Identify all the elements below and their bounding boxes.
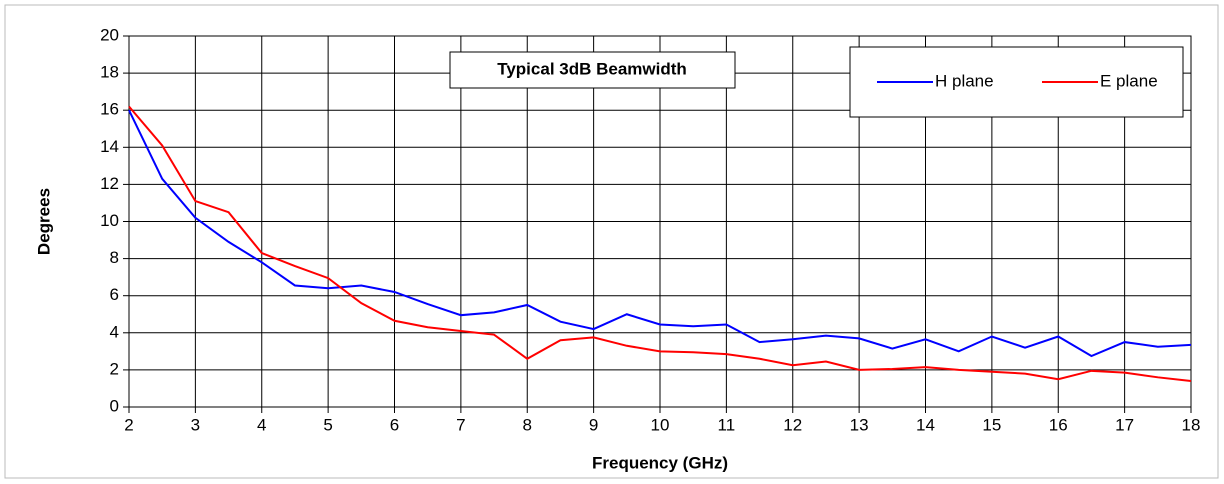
y-tick-label: 12 <box>100 174 119 193</box>
x-tick-label: 9 <box>589 415 598 434</box>
y-tick-label: 4 <box>110 322 119 341</box>
y-tick-label: 10 <box>100 211 119 230</box>
x-tick-label: 8 <box>523 415 532 434</box>
x-tick-label: 13 <box>850 415 869 434</box>
x-tick-label: 7 <box>456 415 465 434</box>
y-tick-label: 2 <box>110 359 119 378</box>
x-tick-label: 10 <box>651 415 670 434</box>
y-tick-label: 18 <box>100 63 119 82</box>
chart-title: Typical 3dB Beamwidth <box>497 59 687 78</box>
title-box <box>449 51 736 89</box>
y-tick-label: 20 <box>100 25 119 44</box>
x-tick-label: 6 <box>390 415 399 434</box>
y-axis-label: Degrees <box>34 188 53 255</box>
y-tick-label: 14 <box>100 137 119 156</box>
x-tick-label: 3 <box>191 415 200 434</box>
x-tick-label: 14 <box>916 415 935 434</box>
x-tick-label: 4 <box>257 415 266 434</box>
x-tick-label: 5 <box>323 415 332 434</box>
y-tick-label: 8 <box>110 248 119 267</box>
x-tick-label: 12 <box>783 415 802 434</box>
x-axis-label: Frequency (GHz) <box>592 453 728 472</box>
x-tick-label: 17 <box>1115 415 1134 434</box>
y-tick-label: 6 <box>110 285 119 304</box>
legend-label: E plane <box>1100 71 1158 90</box>
x-tick-label: 11 <box>718 415 736 434</box>
y-tick-label: 16 <box>100 100 119 119</box>
line-series <box>128 105 1192 383</box>
y-tick-label: 0 <box>110 396 119 415</box>
x-tick-label: 15 <box>982 415 1001 434</box>
line-series <box>128 109 1192 358</box>
x-tick-label: 16 <box>1049 415 1068 434</box>
x-tick-label: 18 <box>1182 415 1201 434</box>
x-tick-label: 2 <box>124 415 133 434</box>
legend-label: H plane <box>935 71 994 90</box>
